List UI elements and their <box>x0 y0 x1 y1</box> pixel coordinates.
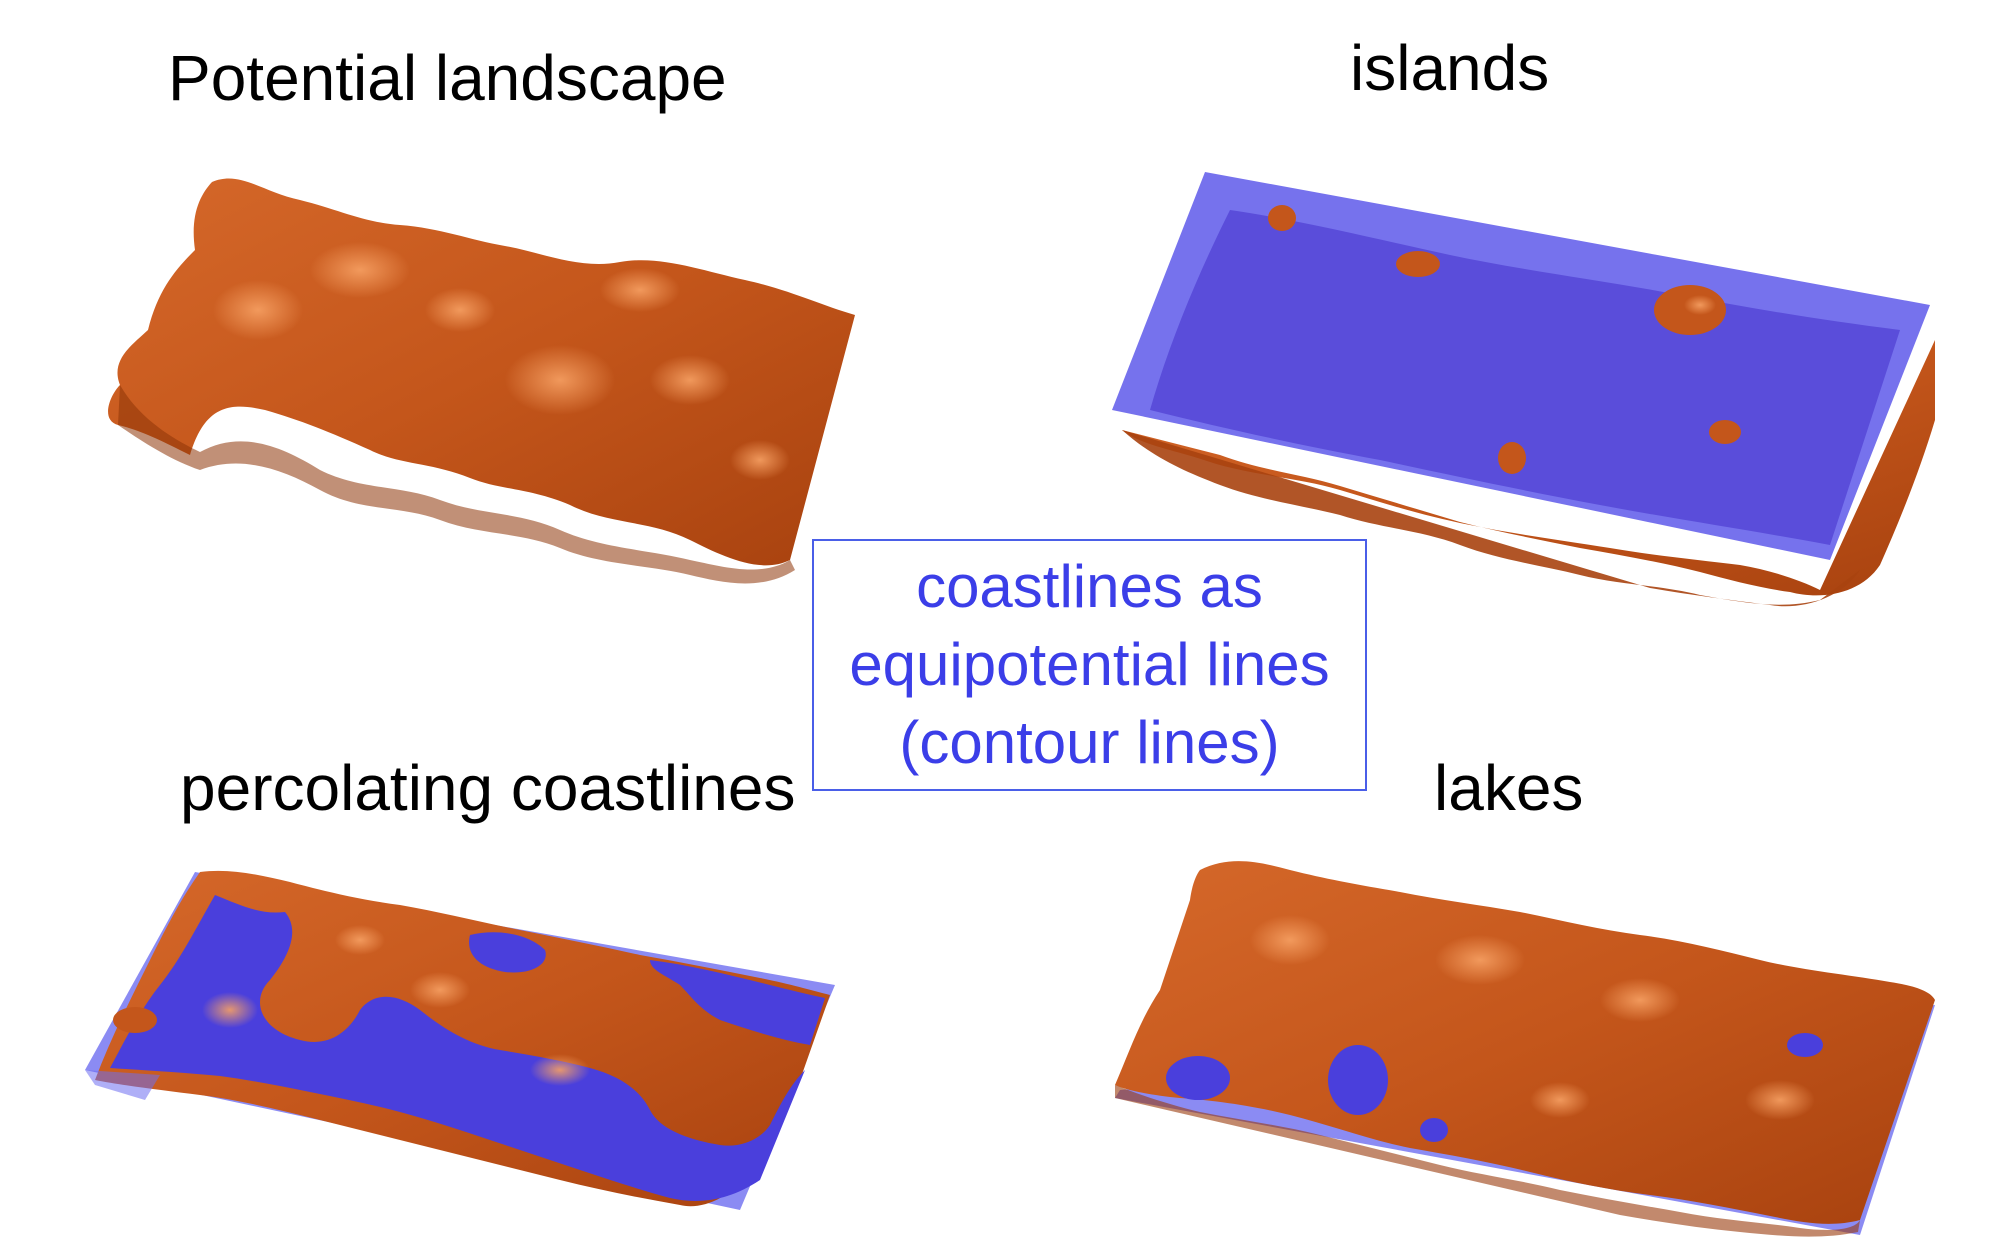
potential-landscape-surface <box>108 178 855 584</box>
callout-box: coastlines as equipotential lines (conto… <box>812 539 1367 791</box>
percolating-coastlines-surface <box>85 870 835 1210</box>
islands-surface <box>1112 172 1935 607</box>
callout-line-1: coastlines as <box>916 553 1263 620</box>
lakes-surface <box>1115 861 1935 1237</box>
title-islands: islands <box>1350 32 1550 104</box>
callout-line-2: equipotential lines <box>849 631 1330 698</box>
title-potential-landscape: Potential landscape <box>168 42 727 114</box>
title-lakes: lakes <box>1434 752 1584 824</box>
title-percolating-coastlines: percolating coastlines <box>180 752 796 824</box>
callout-line-3: (contour lines) <box>899 709 1280 776</box>
